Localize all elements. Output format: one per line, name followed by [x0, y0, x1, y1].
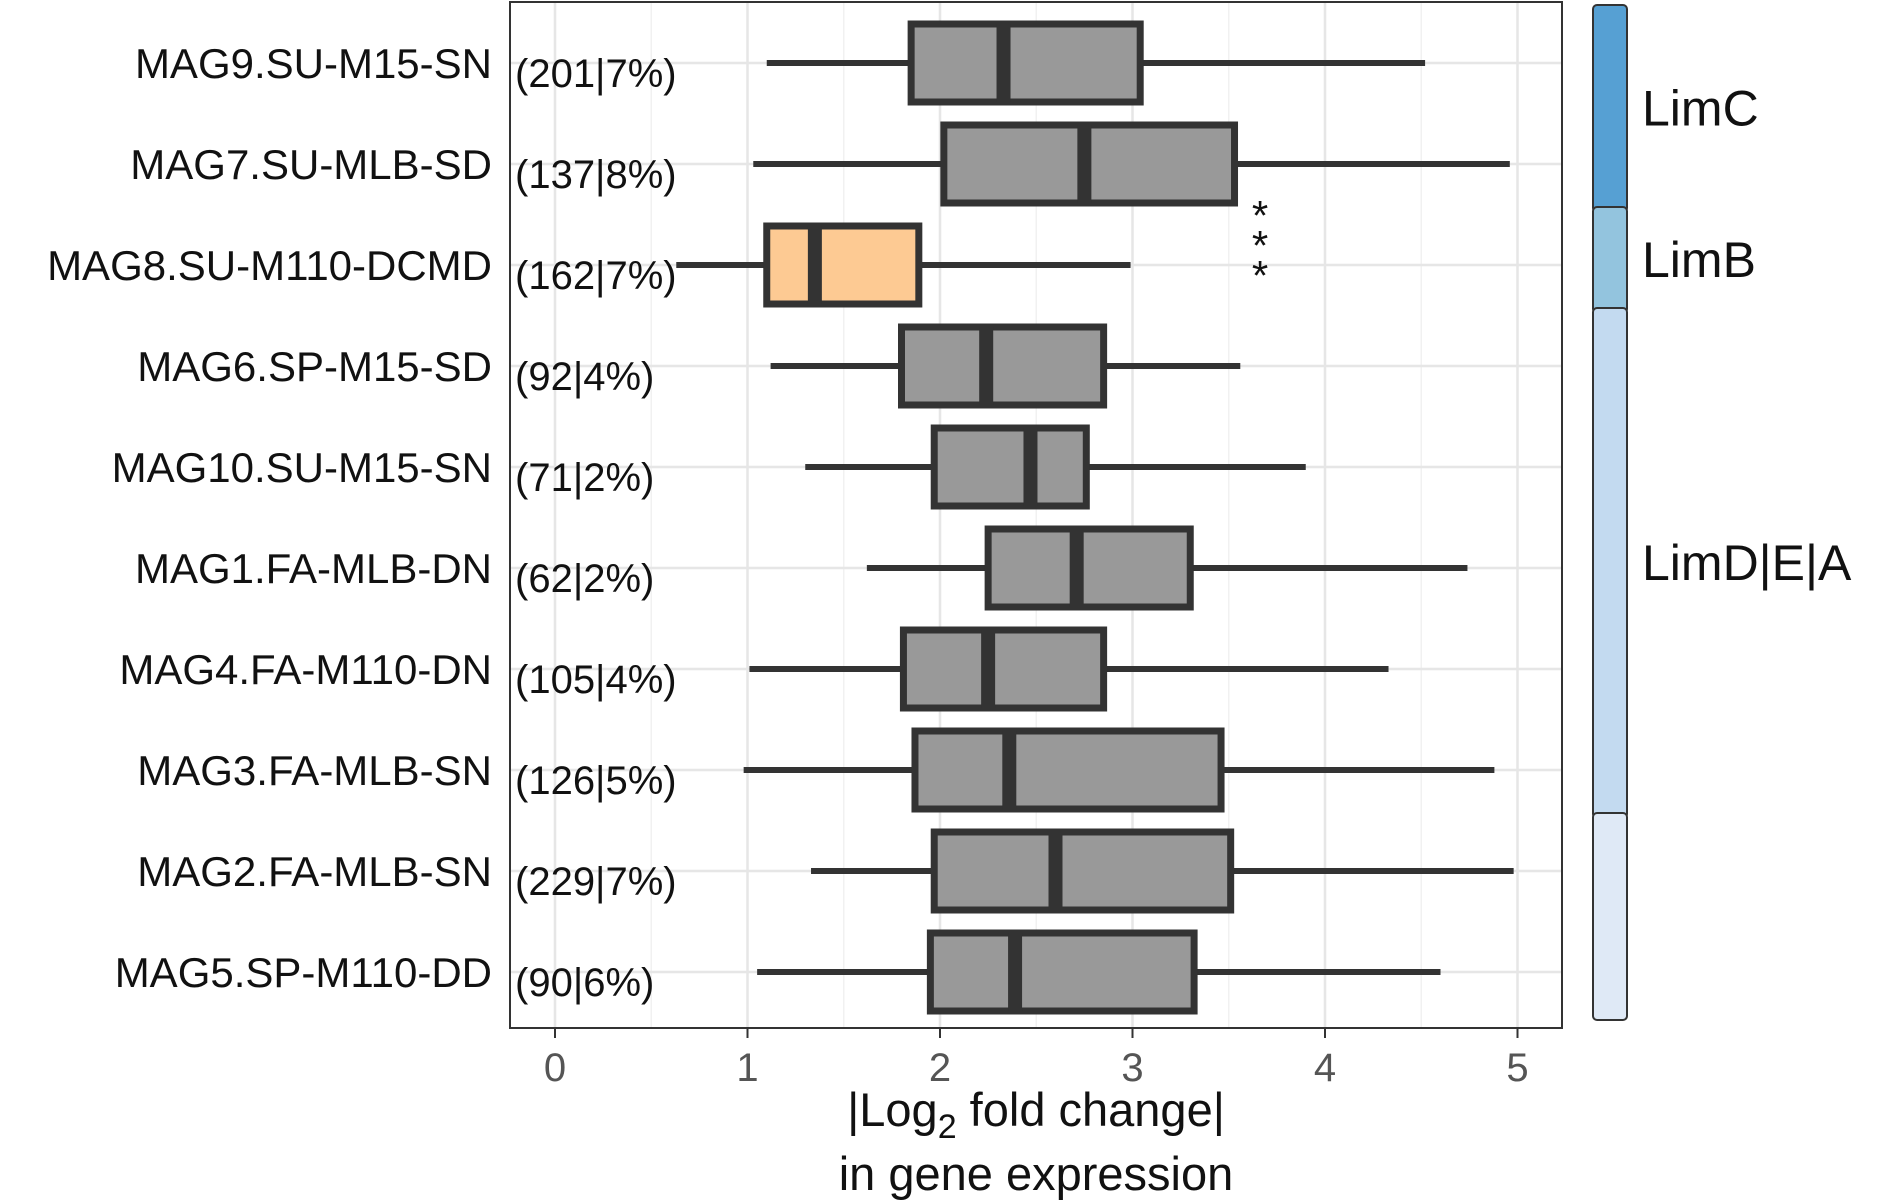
iqr-box: [930, 828, 1235, 914]
box-MAG1.FA-MLB-DN: [866, 525, 1468, 611]
iqr-box: [930, 424, 1090, 510]
x-axis-title-subscript: 2: [938, 1108, 957, 1146]
group-bar: [1592, 307, 1628, 819]
x-tick-label: 0: [544, 1046, 566, 1090]
box-MAG6.SP-M15-SD: [770, 323, 1241, 409]
category-labels: MAG9.SU-M15-SN MAG7.SU-MLB-SD MAG8.SU-M110…: [47, 40, 492, 996]
category-label: MAG3.FA-MLB-SN: [137, 747, 492, 794]
count-label: (105|4%): [515, 658, 677, 702]
significance-marker: *: [1252, 222, 1268, 269]
median-line: [981, 630, 996, 708]
count-label: (229|7%): [515, 860, 677, 904]
box-MAG2.FA-MLB-SN: [811, 828, 1514, 914]
median-line: [979, 327, 994, 405]
group-bar: [1592, 206, 1628, 314]
boxes: [676, 20, 1514, 1015]
median-line: [1048, 832, 1063, 910]
x-tick-label: 4: [1314, 1046, 1336, 1090]
category-label: MAG1.FA-MLB-DN: [135, 545, 492, 592]
x-tick-label: 5: [1506, 1046, 1528, 1090]
iqr-box: [926, 929, 1198, 1015]
median-line: [1023, 428, 1038, 506]
x-axis-title-line2: in gene expression: [839, 1147, 1234, 1200]
iqr-box: [899, 626, 1108, 712]
iqr-box: [763, 222, 923, 308]
box-MAG4.FA-M110-DN: [749, 626, 1389, 712]
category-label: MAG4.FA-M110-DN: [119, 646, 492, 693]
count-label: (90|6%): [515, 961, 654, 1005]
significance-markers: ***: [1252, 192, 1268, 299]
box-MAG5.SP-M110-DD: [757, 929, 1441, 1015]
x-axis-ticks: 0 1 2 3 4 5: [544, 1028, 1529, 1090]
count-label: (162|7%): [515, 254, 677, 298]
count-label: (201|7%): [515, 52, 677, 96]
box-MAG3.FA-MLB-SN: [743, 727, 1495, 813]
box-MAG9.SU-M15-SN: [766, 20, 1426, 106]
group-label: LimC: [1642, 81, 1759, 137]
count-label: (137|8%): [515, 153, 677, 197]
category-label: MAG6.SP-M15-SD: [137, 343, 492, 390]
iqr-box: [911, 727, 1225, 813]
group-bars: LimC LimB LimD|E|A: [1592, 4, 1852, 1021]
category-label: MAG2.FA-MLB-SN: [137, 848, 492, 895]
count-labels: (201|7%) (137|8%) (162|7%) (92|4%) (71|2%) (6…: [515, 52, 677, 1005]
category-label: MAG7.SU-MLB-SD: [130, 141, 492, 188]
median-line: [807, 226, 822, 304]
category-label: MAG10.SU-M15-SN: [112, 444, 492, 491]
iqr-box: [984, 525, 1194, 611]
median-line: [996, 24, 1011, 102]
x-tick-label: 1: [736, 1046, 758, 1090]
x-axis-title: |Log2 fold change|: [847, 1083, 1225, 1146]
median-line: [1069, 529, 1084, 607]
x-axis-title-prefix: |Log: [847, 1083, 938, 1136]
box-MAG10.SU-M15-SN: [805, 424, 1306, 510]
box-MAG7.SU-MLB-SD: [753, 121, 1510, 207]
median-line: [1077, 125, 1092, 203]
x-tick-label: 3: [1121, 1046, 1143, 1090]
iqr-box: [907, 20, 1144, 106]
group-label: LimB: [1642, 232, 1756, 288]
x-axis-title-suffix: fold change|: [957, 1083, 1225, 1136]
count-label: (62|2%): [515, 557, 654, 601]
count-label: (92|4%): [515, 355, 654, 399]
count-label: (71|2%): [515, 456, 654, 500]
box-MAG8.SU-M110-DCMD: [676, 222, 1131, 308]
x-tick-label: 2: [929, 1046, 951, 1090]
group-bar: [1592, 812, 1628, 1021]
median-line: [1002, 731, 1017, 809]
category-label: MAG8.SU-M110-DCMD: [47, 242, 492, 289]
group-bar: [1592, 4, 1628, 213]
significance-marker: *: [1252, 252, 1268, 299]
significance-marker: *: [1252, 192, 1268, 239]
plot-panel-border: [509, 1, 1563, 1029]
median-line: [1008, 933, 1023, 1011]
category-label: MAG9.SU-M15-SN: [135, 40, 492, 87]
category-label: MAG5.SP-M110-DD: [115, 949, 492, 996]
count-label: (126|5%): [515, 759, 677, 803]
iqr-box: [898, 323, 1108, 409]
group-label: LimD|E|A: [1642, 535, 1852, 591]
